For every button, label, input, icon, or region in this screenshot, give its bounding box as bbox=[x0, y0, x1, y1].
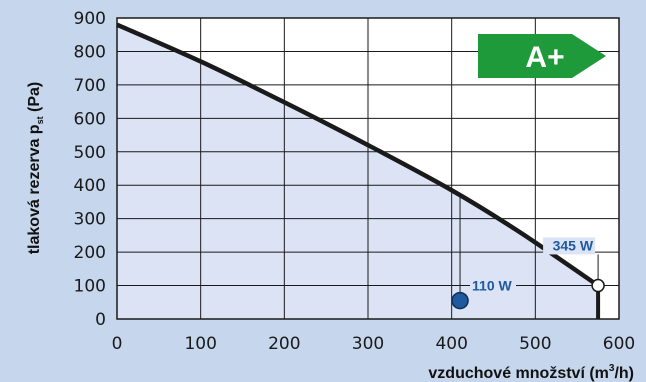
x-axis-label: vzduchové množství (m3/h) bbox=[428, 363, 634, 382]
plot-frame bbox=[116, 17, 620, 320]
y-axis-ticks: 0 100 200 300 400 500 600 700 800 900 bbox=[74, 9, 106, 330]
end-point-marker bbox=[591, 278, 605, 293]
curve-area-fill bbox=[117, 24, 599, 319]
x-axis-ticks: 0 100 200 300 400 500 600 bbox=[112, 334, 636, 354]
y-tick-label: 100 bbox=[74, 277, 106, 297]
x-tick-label: 200 bbox=[268, 334, 300, 354]
y-tick-label: 500 bbox=[74, 143, 106, 163]
x-tick-label: 0 bbox=[112, 334, 123, 354]
y-tick-label: 300 bbox=[74, 210, 106, 230]
x-tick-label: 100 bbox=[184, 334, 216, 354]
y-tick-label: 600 bbox=[74, 109, 106, 129]
y-tick-label: 400 bbox=[74, 176, 106, 196]
energy-class-label: A+ bbox=[525, 41, 564, 74]
end-point-label: 345 W bbox=[553, 237, 594, 253]
operating-point-label-bg bbox=[470, 277, 517, 295]
x-tick-label: 500 bbox=[519, 334, 551, 354]
end-point-label-bg bbox=[543, 237, 596, 255]
y-tick-label: 700 bbox=[74, 76, 106, 96]
y-tick-label: 800 bbox=[74, 42, 106, 62]
series-line bbox=[116, 22, 600, 288]
y-tick-label: 900 bbox=[74, 9, 106, 29]
y-tick-label: 200 bbox=[74, 243, 106, 263]
x-tick-label: 400 bbox=[435, 334, 467, 354]
energy-class-badge: A+ bbox=[478, 34, 606, 78]
y-axis-label-subscript: st bbox=[35, 116, 45, 124]
operating-point-marker bbox=[451, 291, 469, 310]
operating-point-label: 110 W bbox=[472, 278, 512, 294]
x-axis-label-superscript: 3 bbox=[609, 363, 615, 374]
y-axis-label: tlaková rezerva pst (Pa) bbox=[26, 82, 45, 255]
x-tick-label: 600 bbox=[603, 334, 635, 354]
y-tick-label: 0 bbox=[95, 310, 106, 330]
energy-class-arrow bbox=[478, 34, 606, 78]
x-tick-label: 300 bbox=[352, 334, 384, 354]
